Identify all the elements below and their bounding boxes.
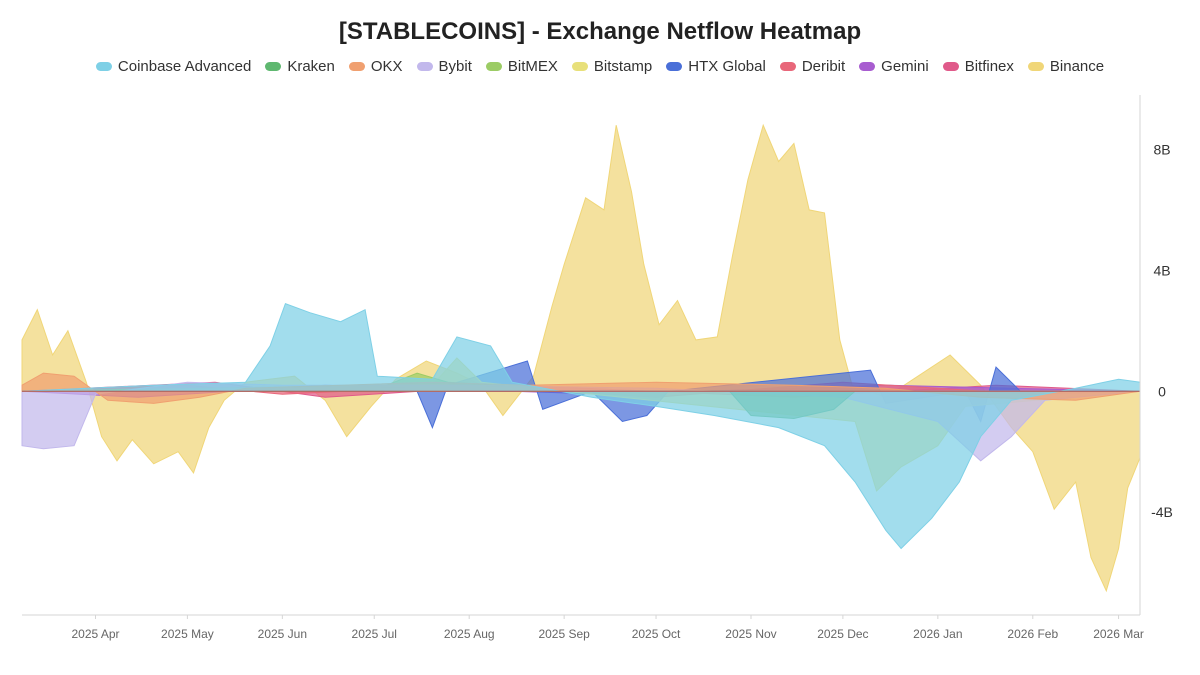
legend-label: Bybit [438, 58, 472, 75]
legend-swatch [571, 62, 588, 71]
legend-item-coinbase-advanced[interactable]: Coinbase Advanced [95, 58, 252, 75]
legend-swatch [485, 62, 502, 71]
legend-label: Gemini [881, 58, 929, 75]
legend-item-kraken[interactable]: Kraken [265, 58, 335, 75]
series-area-binance [21, 123, 1141, 593]
legend-item-okx[interactable]: OKX [348, 58, 403, 75]
x-tick-label: 2026 Feb [1007, 627, 1058, 641]
x-tick-label: 2026 Mar [1093, 627, 1144, 641]
x-tick-label: 2025 Apr [71, 627, 119, 641]
legend-label: HTX Global [688, 58, 766, 75]
x-tick-label: 2025 Aug [444, 627, 495, 641]
x-tick-label: 2026 Jan [913, 627, 962, 641]
y-tick-label: 8B [1153, 141, 1170, 157]
legend-label: BitMEX [507, 58, 558, 75]
legend: Coinbase Advanced Kraken OKX Bybit BitMEX Bit… [0, 58, 1200, 75]
legend-label: Coinbase Advanced [117, 58, 252, 75]
chart-title: [STABLECOINS] - Exchange Netflow Heatmap [338, 18, 862, 45]
legend-item-bitfinex[interactable]: Bitfinex [942, 58, 1014, 75]
legend-item-gemini[interactable]: Gemini [859, 58, 929, 75]
axes: 8B 4B 0 -4B 2025 Apr 2025 May 2025 Jun 2025 Jul… [22, 95, 1173, 641]
legend-item-bitmex[interactable]: BitMEX [485, 58, 558, 75]
legend-label: Bitstamp [593, 58, 653, 75]
legend-item-bitstamp[interactable]: Bitstamp [571, 58, 653, 75]
series-area-coinbase-advanced [21, 302, 1141, 550]
legend-item-binance[interactable]: Binance [1027, 58, 1105, 75]
legend-swatch [942, 62, 959, 71]
y-tick-label: -4B [1151, 504, 1173, 520]
legend-swatch [666, 62, 683, 71]
x-tick-label: 2025 Dec [817, 627, 868, 641]
legend-swatch [416, 62, 433, 71]
x-tick-label: 2025 Sep [538, 627, 590, 641]
legend-swatch [779, 62, 796, 71]
legend-label: Binance [1049, 58, 1105, 75]
legend-item-deribit[interactable]: Deribit [779, 58, 846, 75]
x-tick-label: 2025 Nov [725, 627, 776, 641]
x-tick-label: 2025 Jul [352, 627, 397, 641]
legend-swatch [859, 62, 876, 71]
legend-swatch [265, 62, 282, 71]
legend-label: Deribit [801, 58, 846, 75]
legend-swatch [95, 62, 112, 71]
legend-label: OKX [370, 58, 403, 75]
legend-swatch [1027, 62, 1044, 71]
legend-label: Bitfinex [964, 58, 1014, 75]
legend-label: Kraken [287, 58, 335, 75]
x-tick-label: 2025 May [161, 627, 214, 641]
series-areas [21, 123, 1141, 593]
legend-swatch [348, 62, 365, 71]
legend-item-bybit[interactable]: Bybit [416, 58, 472, 75]
x-tick-label: 2025 Oct [632, 627, 681, 641]
y-tick-label: 0 [1158, 383, 1166, 399]
y-tick-label: 4B [1153, 262, 1170, 278]
legend-item-htx-global[interactable]: HTX Global [666, 58, 766, 75]
x-tick-label: 2025 Jun [258, 627, 307, 641]
